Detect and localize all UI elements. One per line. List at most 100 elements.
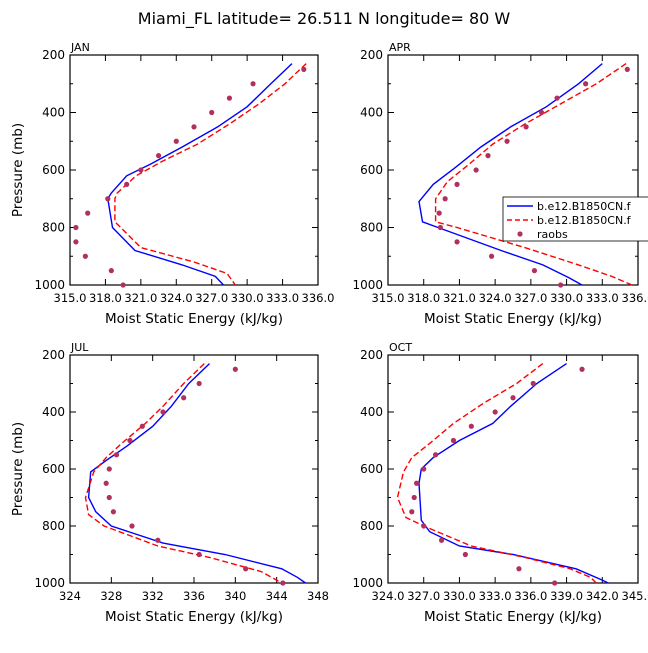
x-tick-label: 330.0 [550, 291, 583, 305]
raobs-point [579, 366, 585, 372]
y-tick-label: 800 [42, 519, 65, 533]
raobs-point [442, 196, 448, 202]
raobs-point [492, 409, 498, 415]
y-tick-label: 600 [360, 163, 383, 177]
series-line-solid [418, 63, 603, 286]
y-tick-label: 400 [42, 405, 65, 419]
raobs-point [510, 395, 516, 401]
raobs-point [421, 466, 427, 472]
y-tick-label: 400 [360, 405, 383, 419]
raobs-point [624, 66, 630, 72]
raobs-point [280, 580, 286, 586]
legend-entry: b.e12.B1850CN.f [507, 214, 632, 227]
y-tick-label: 400 [42, 106, 65, 120]
x-tick-label: 333.0 [266, 291, 299, 305]
legend-marker-dot [517, 231, 523, 237]
raobs-point [127, 437, 133, 444]
y-tick-label: 1000 [34, 576, 65, 590]
x-tick-label: 348 [307, 589, 329, 603]
x-tick-label: 327.0 [407, 589, 440, 603]
raobs-point [105, 196, 111, 202]
x-tick-label: 333.0 [586, 291, 619, 305]
x-axis-label: Moist Static Energy (kJ/kg) [424, 609, 602, 625]
x-tick-label: 324.0 [479, 291, 512, 305]
x-tick-label: 342.0 [586, 589, 619, 603]
raobs-point [530, 380, 536, 387]
legend-box [502, 196, 648, 242]
x-tick-label: 330.0 [443, 589, 476, 603]
x-axis-label: Moist Static Energy (kJ/kg) [105, 609, 283, 625]
raobs-point [450, 437, 457, 444]
raobs-point [155, 537, 161, 543]
x-tick-label: 327.0 [195, 291, 228, 305]
panel-label: APR [389, 41, 411, 54]
plot-frame [387, 54, 639, 286]
raobs-point [411, 494, 417, 501]
y-tick-label: 800 [360, 519, 383, 533]
x-tick-label: 321.0 [124, 291, 157, 305]
x-tick-label: 315.0 [372, 291, 405, 305]
raobs-point [106, 494, 112, 501]
raobs-point [110, 509, 116, 515]
x-tick-label: 318.0 [89, 291, 122, 305]
x-tick-label: 330.0 [231, 291, 264, 305]
raobs-point [173, 138, 179, 144]
legend-entry: b.e12.B1850CN.f [507, 200, 632, 213]
x-tick-label: 336.0 [514, 589, 547, 603]
y-tick-label: 600 [42, 163, 65, 177]
legend-label: raobs [537, 228, 568, 241]
raobs-point [181, 395, 187, 401]
raobs-point [473, 167, 479, 173]
raobs-point [232, 366, 238, 372]
y-axis-label: Pressure (mb) [10, 123, 26, 217]
legend-entry: raobs [517, 228, 568, 241]
raobs-point [462, 551, 468, 558]
raobs-point [531, 268, 538, 274]
y-tick-label: 200 [42, 348, 65, 362]
raobs-point [108, 268, 114, 274]
raobs-point [120, 282, 126, 288]
x-tick-label: 328 [100, 589, 122, 603]
y-tick-label: 200 [360, 348, 383, 362]
raobs-point [433, 452, 439, 458]
figure-title: Miami_FL latitude= 26.511 N longitude= 8… [138, 9, 511, 29]
raobs-point [409, 509, 415, 515]
raobs-point [250, 81, 256, 87]
raobs-point [243, 566, 249, 572]
y-tick-label: 800 [42, 221, 65, 235]
x-tick-label: 321.0 [443, 291, 476, 305]
x-tick-label: 336 [183, 589, 205, 603]
series-line-dashed [114, 63, 307, 286]
x-tick-label: 324.0 [160, 291, 193, 305]
raobs-point [552, 580, 558, 586]
raobs-point [209, 109, 215, 116]
raobs-point [468, 423, 474, 429]
y-axis-label: Pressure (mb) [10, 422, 26, 516]
legend-label: b.e12.B1850CN.f [537, 214, 632, 227]
y-tick-label: 200 [42, 48, 65, 62]
panel-label: OCT [389, 341, 412, 354]
y-tick-label: 600 [360, 462, 383, 476]
raobs-point [454, 181, 460, 187]
x-tick-label: 318.0 [407, 291, 440, 305]
x-tick-label: 336.0 [302, 291, 335, 305]
legend-label: b.e12.B1850CN.f [537, 200, 632, 213]
x-tick-label: 332 [142, 589, 164, 603]
raobs-point [124, 181, 130, 187]
raobs-point [196, 551, 202, 558]
raobs-point [191, 124, 197, 130]
y-tick-label: 1000 [352, 576, 383, 590]
raobs-point [438, 537, 445, 543]
y-tick-label: 200 [360, 48, 383, 62]
x-axis-label: Moist Static Energy (kJ/kg) [105, 311, 283, 327]
raobs-point [85, 210, 91, 216]
raobs-point [504, 138, 510, 144]
raobs-point [138, 167, 144, 173]
raobs-point [583, 81, 589, 87]
raobs-point [301, 66, 307, 72]
raobs-point [196, 380, 202, 387]
